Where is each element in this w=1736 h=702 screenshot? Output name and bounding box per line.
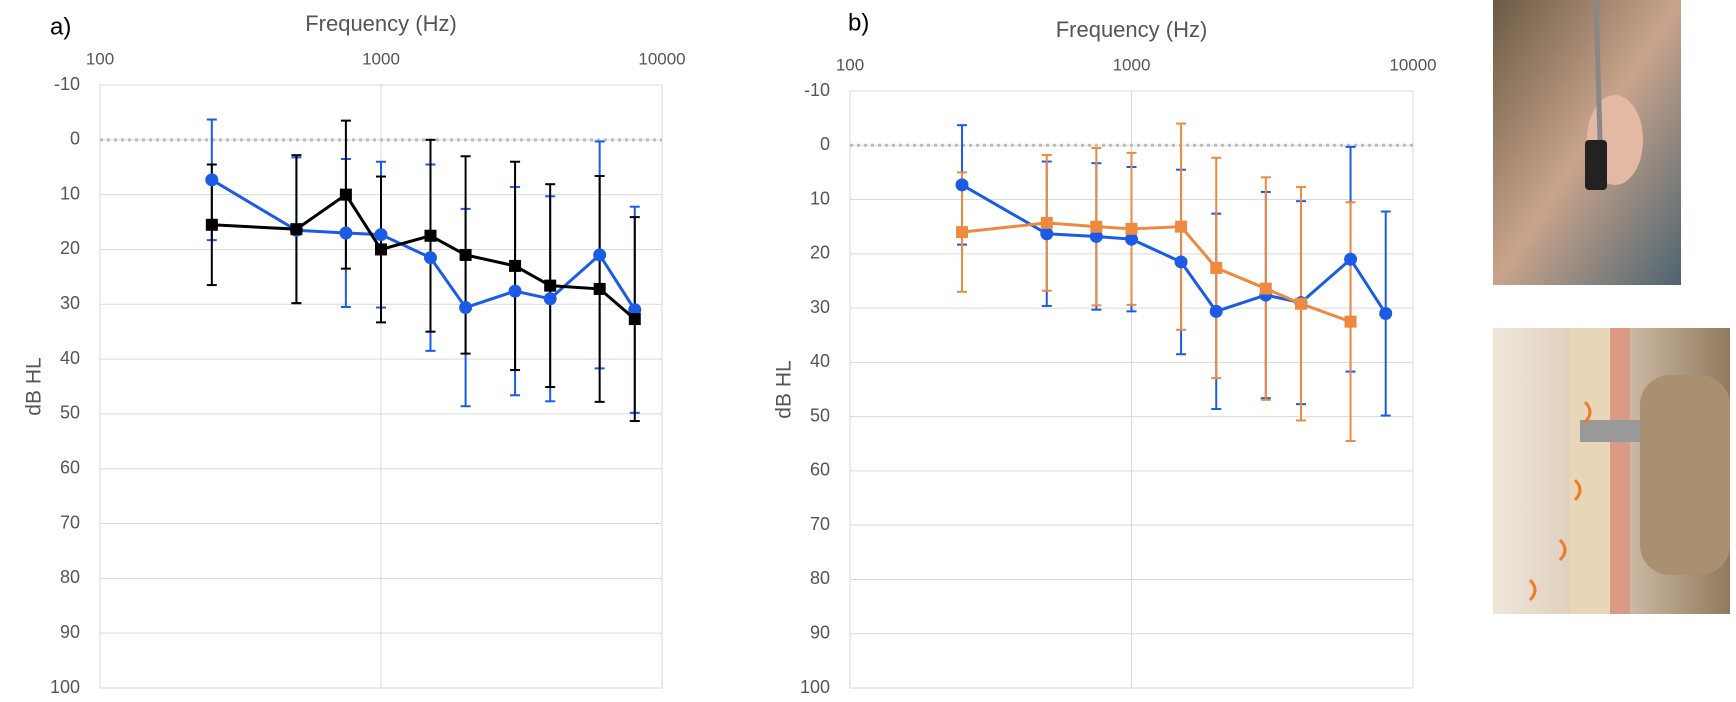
y-axis-label: dB HL bbox=[773, 360, 796, 418]
point bbox=[1090, 220, 1103, 233]
y-tick-label: 0 bbox=[820, 134, 830, 154]
y-tick-label: 60 bbox=[810, 460, 830, 480]
point bbox=[544, 279, 557, 292]
point bbox=[459, 301, 473, 315]
y-tick-label: -10 bbox=[54, 74, 80, 94]
point bbox=[593, 282, 606, 295]
y-tick-label: -10 bbox=[804, 80, 830, 100]
y-axis-label: dB HL bbox=[23, 357, 46, 415]
point bbox=[205, 173, 219, 187]
y-tick-label: 50 bbox=[810, 405, 830, 425]
point bbox=[1174, 255, 1188, 269]
point bbox=[593, 248, 607, 262]
photo-headphone bbox=[1493, 0, 1681, 285]
y-tick-label: 50 bbox=[60, 403, 80, 423]
point bbox=[290, 223, 303, 236]
y-tick-label: 40 bbox=[810, 351, 830, 371]
y-tick-label: 100 bbox=[50, 677, 80, 697]
y-tick-label: 40 bbox=[60, 348, 80, 368]
y-tick-label: 30 bbox=[810, 297, 830, 317]
x-axis-label: Frequency (Hz) bbox=[1056, 17, 1208, 42]
y-tick-label: 70 bbox=[810, 514, 830, 534]
x-axis-label: Frequency (Hz) bbox=[305, 11, 457, 36]
y-tick-label: 0 bbox=[70, 129, 80, 149]
point bbox=[956, 226, 969, 239]
point bbox=[459, 248, 472, 261]
point bbox=[1210, 261, 1223, 274]
photo-bone-anchored-device bbox=[1493, 328, 1730, 614]
point bbox=[1125, 232, 1138, 246]
panel: a) Frequency (Hz) dB HL -10 0 10 20 30 40 50 60 70 8… bbox=[23, 11, 686, 697]
point bbox=[374, 228, 388, 242]
point bbox=[1294, 297, 1307, 310]
x-tick-label: 1000 bbox=[362, 49, 400, 68]
series-line bbox=[211, 192, 636, 321]
panel: b) Frequency (Hz) dB HL -10 0 10 20 30 40 50 60 70 8… bbox=[773, 9, 1437, 696]
x-tick-label: 100 bbox=[836, 55, 864, 74]
y-tick-label: 80 bbox=[60, 567, 80, 587]
point bbox=[543, 292, 557, 306]
point bbox=[508, 284, 522, 298]
point bbox=[1344, 315, 1357, 328]
point bbox=[1344, 252, 1358, 266]
y-tick-label: 90 bbox=[60, 622, 80, 642]
point bbox=[1379, 307, 1393, 321]
panel-label: a) bbox=[50, 13, 71, 40]
point bbox=[339, 226, 353, 240]
y-tick-label: 20 bbox=[810, 243, 830, 263]
y-tick-label: 20 bbox=[60, 238, 80, 258]
point bbox=[339, 188, 352, 201]
x-tick-label: 10000 bbox=[1389, 55, 1436, 74]
series-line bbox=[961, 183, 1387, 315]
point bbox=[955, 178, 969, 192]
x-tick-label: 100 bbox=[86, 49, 114, 68]
point bbox=[423, 251, 437, 265]
series-line bbox=[211, 178, 637, 311]
y-tick-label: 60 bbox=[60, 457, 80, 477]
point bbox=[628, 313, 641, 326]
y-tick-label: 90 bbox=[810, 622, 830, 642]
point bbox=[424, 229, 437, 242]
series-line bbox=[961, 221, 1352, 324]
point bbox=[509, 259, 522, 272]
point bbox=[628, 303, 642, 317]
point bbox=[1089, 229, 1103, 243]
panel-label: b) bbox=[848, 9, 869, 36]
point bbox=[1040, 227, 1054, 241]
point bbox=[1040, 216, 1053, 229]
point bbox=[1125, 222, 1138, 235]
point bbox=[375, 243, 387, 256]
y-tick-label: 70 bbox=[60, 512, 80, 532]
y-tick-label: 30 bbox=[60, 293, 80, 313]
point bbox=[1259, 282, 1272, 295]
y-tick-label: 10 bbox=[810, 188, 830, 208]
point bbox=[205, 218, 218, 231]
x-tick-label: 1000 bbox=[1113, 55, 1151, 74]
point bbox=[1209, 304, 1223, 318]
x-tick-label: 10000 bbox=[638, 49, 685, 68]
y-tick-label: 10 bbox=[60, 183, 80, 203]
y-tick-label: 80 bbox=[810, 568, 830, 588]
point bbox=[1175, 220, 1188, 233]
y-tick-label: 100 bbox=[800, 677, 830, 697]
